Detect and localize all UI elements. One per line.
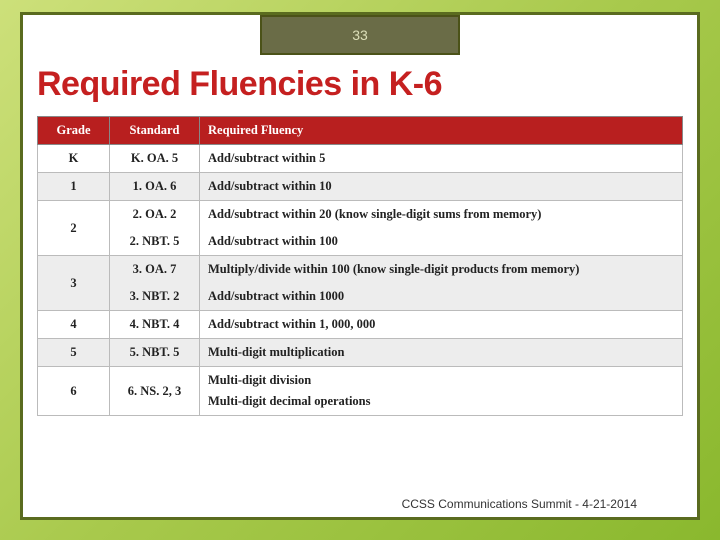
cell-fluency: Add/subtract within 20 (know single-digi… <box>200 201 683 229</box>
th-grade: Grade <box>38 117 110 145</box>
cell-fluency: Add/subtract within 10 <box>200 173 683 201</box>
cell-standard: 5. NBT. 5 <box>110 339 200 367</box>
fluency-table: Grade Standard Required Fluency KK. OA. … <box>37 116 683 416</box>
slide-number: 33 <box>352 27 368 43</box>
th-fluency: Required Fluency <box>200 117 683 145</box>
cell-fluency: Multi-digit divisionMulti-digit decimal … <box>200 367 683 416</box>
cell-grade: 4 <box>38 311 110 339</box>
cell-fluency: Add/subtract within 5 <box>200 145 683 173</box>
table-row: 66. NS. 2, 3Multi-digit divisionMulti-di… <box>38 367 683 416</box>
cell-fluency: Multi-digit multiplication <box>200 339 683 367</box>
cell-fluency: Add/subtract within 100 <box>200 228 683 256</box>
table-row: 2. NBT. 5Add/subtract within 100 <box>38 228 683 256</box>
cell-standard: 2. NBT. 5 <box>110 228 200 256</box>
footer-text: CCSS Communications Summit - 4-21-2014 <box>402 497 637 511</box>
cell-grade: 5 <box>38 339 110 367</box>
table-row: 33. OA. 7Multiply/divide within 100 (kno… <box>38 256 683 284</box>
cell-grade: 2 <box>38 201 110 256</box>
cell-fluency: Add/subtract within 1000 <box>200 283 683 311</box>
cell-standard: 3. NBT. 2 <box>110 283 200 311</box>
cell-standard: 3. OA. 7 <box>110 256 200 284</box>
cell-grade: 6 <box>38 367 110 416</box>
cell-fluency: Add/subtract within 1, 000, 000 <box>200 311 683 339</box>
table-row: 44. NBT. 4Add/subtract within 1, 000, 00… <box>38 311 683 339</box>
cell-standard: 4. NBT. 4 <box>110 311 200 339</box>
slide-number-box: 33 <box>260 15 460 55</box>
cell-grade: 3 <box>38 256 110 311</box>
cell-grade: 1 <box>38 173 110 201</box>
cell-standard: K. OA. 5 <box>110 145 200 173</box>
cell-standard: 2. OA. 2 <box>110 201 200 229</box>
cell-fluency: Multiply/divide within 100 (know single-… <box>200 256 683 284</box>
slide-title: Required Fluencies in K-6 <box>37 65 697 104</box>
table-row: KK. OA. 5Add/subtract within 5 <box>38 145 683 173</box>
table-header-row: Grade Standard Required Fluency <box>38 117 683 145</box>
cell-standard: 1. OA. 6 <box>110 173 200 201</box>
table-row: 3. NBT. 2Add/subtract within 1000 <box>38 283 683 311</box>
slide-frame: 33 Required Fluencies in K-6 Grade Stand… <box>20 12 700 520</box>
cell-standard: 6. NS. 2, 3 <box>110 367 200 416</box>
cell-grade: K <box>38 145 110 173</box>
table-row: 22. OA. 2Add/subtract within 20 (know si… <box>38 201 683 229</box>
table-row: 11. OA. 6Add/subtract within 10 <box>38 173 683 201</box>
table-row: 55. NBT. 5Multi-digit multiplication <box>38 339 683 367</box>
th-standard: Standard <box>110 117 200 145</box>
